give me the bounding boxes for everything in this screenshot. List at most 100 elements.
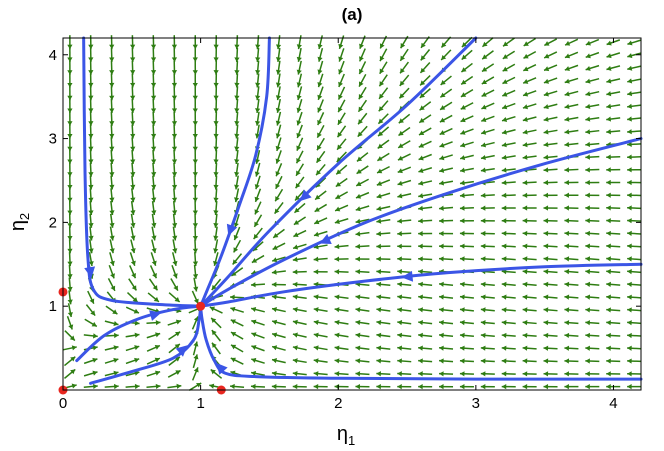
field-arrow [271,358,286,364]
field-arrow [501,371,516,377]
field-arrow [151,124,157,139]
x-tick-label: 1 [196,395,204,412]
field-arrow [317,99,324,113]
field-arrow [129,252,136,266]
field-arrow [564,269,579,275]
field-arrow [459,180,474,186]
field-arrow [192,213,198,228]
field-arrow [192,137,198,152]
chart-title: (a) [342,5,363,24]
field-arrow [418,384,433,390]
field-arrow [480,167,495,173]
field-arrow [317,73,324,88]
trajectory-8 [75,304,203,363]
field-arrow [564,38,579,46]
field-arrow [418,180,433,186]
field-arrow [627,371,642,377]
field-arrow [125,345,140,352]
field-arrow [501,102,516,110]
field-arrow [67,60,73,75]
field-arrow [88,60,94,75]
field-arrow [397,166,412,174]
field-arrow [501,269,516,275]
field-arrow [213,60,219,75]
field-arrow [627,332,642,339]
field-arrow [376,218,391,224]
field-arrow [168,331,181,341]
field-arrow [439,154,453,161]
field-arrow [336,138,347,151]
field-arrow [606,218,621,224]
field-arrow [234,162,240,177]
field-arrow [501,256,516,262]
field-arrow [627,384,642,390]
field-arrow [355,256,370,262]
field-arrow [627,345,642,351]
field-arrow [334,307,349,313]
field-arrow [357,125,368,138]
field-arrow [275,98,281,113]
trajectory-arrow [401,270,414,282]
field-arrow [379,61,388,75]
field-arrow [275,111,282,126]
field-arrow [88,162,94,177]
field-arrow [376,243,391,249]
field-arrow [171,175,178,190]
field-arrow [358,61,367,75]
field-arrow [251,319,265,326]
field-arrow [275,60,282,75]
field-arrow [275,86,281,101]
field-arrow [419,75,431,86]
field-arrow [171,124,178,139]
field-arrow [108,264,115,279]
field-arrow [501,89,516,97]
field-arrow [627,230,642,237]
field-arrow [543,218,558,224]
field-arrow [627,358,642,364]
field-arrow [585,320,600,326]
field-arrow [397,358,412,364]
field-arrow [171,47,178,62]
field-arrow [88,226,94,241]
field-arrow [150,86,157,101]
field-arrow [130,73,136,88]
field-arrow [130,188,136,203]
trajectory-3 [199,36,478,308]
field-arrow [376,165,390,174]
field-arrow [480,384,495,390]
field-arrow [399,61,410,74]
field-arrow [522,294,537,300]
field-arrow [480,243,495,249]
field-arrow [317,86,324,101]
field-arrow [88,239,94,254]
field-arrow [234,35,240,50]
field-arrow [233,213,240,228]
field-arrow [480,371,495,377]
field-arrow [627,256,642,262]
field-arrow [627,205,642,211]
field-arrow [88,252,94,267]
field-arrow [522,345,537,351]
field-arrow [109,175,115,190]
field-arrow [192,264,199,279]
field-arrow [357,112,368,125]
field-arrow [377,113,389,125]
field-arrow [501,384,516,390]
field-arrow [480,358,495,364]
field-arrow [585,129,600,135]
field-arrow [397,179,412,186]
field-arrow [334,358,349,364]
field-arrow [522,332,537,339]
field-arrow [376,192,391,199]
field-arrow [296,86,303,101]
field-arrow [606,116,621,122]
field-arrow [313,269,328,275]
field-arrow [501,230,516,237]
field-arrow [296,47,302,62]
field-arrow [439,127,453,136]
field-arrow [171,73,178,88]
field-arrow [171,188,178,203]
field-arrow [460,128,474,135]
field-arrow [213,111,219,126]
field-arrow [67,35,73,50]
